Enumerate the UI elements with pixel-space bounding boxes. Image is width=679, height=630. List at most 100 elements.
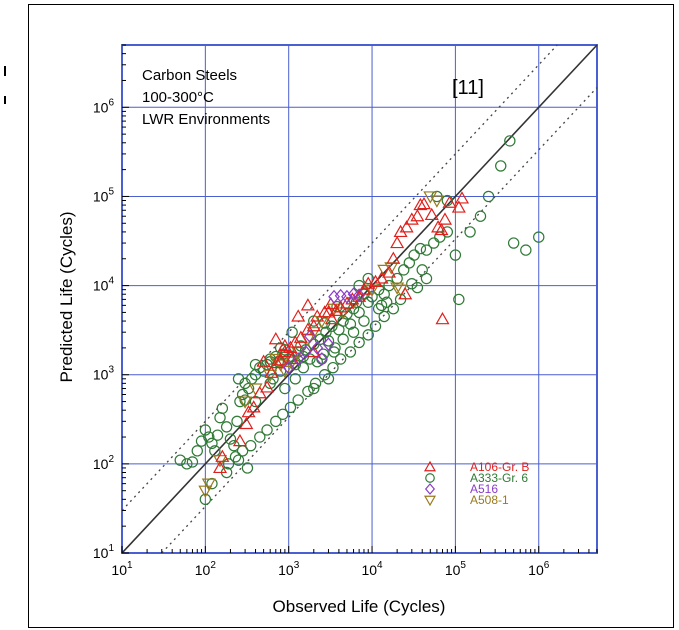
data-point — [284, 401, 297, 414]
y-tick-label: 105 — [93, 186, 115, 204]
data-point — [286, 326, 298, 338]
data-point — [372, 303, 385, 315]
data-point — [261, 424, 273, 436]
data-point — [520, 244, 532, 256]
data-point — [390, 235, 405, 249]
data-point — [224, 433, 237, 445]
data-point — [326, 320, 338, 332]
y-tick-label: 103 — [93, 365, 115, 383]
data-point — [474, 210, 487, 222]
data-point — [309, 377, 322, 390]
data-point — [206, 437, 218, 450]
data-point — [449, 249, 462, 261]
data-point — [302, 385, 314, 398]
data-point — [315, 352, 328, 366]
data-point — [374, 271, 389, 284]
data-point — [424, 207, 439, 221]
data-point — [431, 220, 446, 233]
data-point — [306, 319, 321, 332]
data-point — [420, 244, 433, 256]
data-point — [300, 344, 312, 356]
grid-lines — [122, 45, 597, 553]
data-point — [322, 337, 335, 352]
data-point — [300, 298, 315, 311]
data-point — [199, 493, 212, 506]
data-point — [482, 190, 495, 203]
data-point — [410, 209, 425, 222]
data-point — [413, 197, 428, 211]
cropped-edge-mark — [0, 96, 6, 104]
data-point — [442, 195, 457, 208]
data-point — [344, 346, 357, 358]
data-point — [333, 300, 348, 313]
data-point — [327, 361, 339, 374]
data-point — [411, 281, 424, 294]
data-point — [263, 369, 278, 382]
data-point — [329, 303, 344, 316]
data-point — [270, 415, 282, 428]
data-point — [495, 160, 507, 172]
data-point — [285, 351, 300, 365]
data-point — [249, 358, 262, 371]
legend-label: A333-Gr. 6 — [470, 471, 528, 485]
data-point — [308, 382, 320, 395]
data-point — [277, 338, 292, 352]
data-point — [186, 456, 199, 468]
data-point — [215, 449, 230, 462]
data-point — [394, 293, 407, 306]
data-point — [464, 226, 476, 238]
data-point — [353, 288, 366, 303]
data-point — [249, 395, 262, 408]
data-point — [236, 388, 249, 401]
factor-band-line — [121, 44, 558, 511]
data-point — [174, 454, 186, 466]
data-point — [279, 382, 291, 395]
data-point — [232, 373, 245, 385]
data-point — [277, 344, 292, 358]
info-line-environment: LWR Environments — [142, 111, 270, 128]
data-point — [239, 416, 254, 430]
x-tick-label: 106 — [528, 560, 550, 578]
data-point — [381, 296, 393, 308]
data-point — [453, 293, 465, 306]
data-point — [451, 200, 466, 213]
data-point — [353, 336, 365, 349]
data-point — [378, 288, 390, 300]
data-point — [378, 310, 390, 323]
info-text-block: Carbon Steels 100-300°C LWR Environments — [142, 67, 270, 128]
data-point — [423, 191, 438, 204]
info-line-material: Carbon Steels — [142, 67, 237, 84]
data-point — [344, 318, 357, 330]
data-point — [318, 369, 331, 381]
y-tick-label: 101 — [93, 543, 115, 561]
data-point — [268, 332, 283, 345]
data-point — [299, 345, 312, 359]
data-point — [334, 353, 347, 365]
data-point — [324, 311, 339, 325]
data-point — [399, 220, 414, 233]
data-point — [256, 354, 271, 367]
data-point — [368, 274, 383, 287]
data-point — [328, 346, 340, 358]
legend-label: A106-Gr. B — [470, 460, 529, 474]
data-point — [304, 353, 316, 365]
data-point — [416, 196, 432, 210]
data-point — [310, 309, 325, 322]
legend-marker — [423, 495, 437, 507]
legend-marker — [424, 483, 436, 495]
data-point — [300, 322, 315, 335]
data-point — [386, 251, 401, 264]
y-tick-label: 102 — [93, 454, 115, 472]
data-point — [337, 333, 349, 345]
data-points — [174, 135, 545, 506]
data-point — [181, 458, 193, 470]
data-point — [337, 315, 349, 327]
x-tick-label: 101 — [111, 560, 133, 578]
legend-label: A516 — [470, 482, 498, 496]
data-point — [369, 320, 382, 332]
data-point — [277, 408, 289, 420]
data-point — [292, 394, 304, 406]
data-point — [358, 315, 370, 327]
data-point — [306, 327, 321, 340]
